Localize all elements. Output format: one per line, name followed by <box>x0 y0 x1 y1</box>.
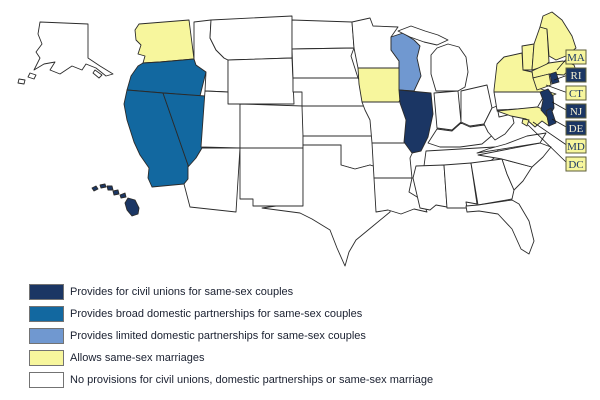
legend-item-marriage: Allows same-sex marriages <box>29 350 600 366</box>
us-map: MA RI CT NJ DE MD DC <box>17 11 587 267</box>
state-wa[interactable] <box>134 19 195 64</box>
legend-label: Provides limited domestic partnerships f… <box>70 330 366 342</box>
state-az[interactable] <box>183 147 241 213</box>
state-co[interactable] <box>239 103 304 149</box>
legend-label: No provisions for civil unions, domestic… <box>70 374 434 386</box>
state-hi[interactable] <box>124 197 140 217</box>
state-box-label-nj: NJ <box>570 106 583 118</box>
state-sd[interactable] <box>291 47 359 79</box>
state-box-nj[interactable] <box>565 103 587 119</box>
state-wv[interactable] <box>483 105 515 141</box>
leader-line-dc <box>527 124 569 165</box>
leader-line-de <box>551 118 569 129</box>
state-box-label-de: DE <box>569 123 584 135</box>
state-box-label-ri: RI <box>571 70 582 82</box>
state-ak[interactable] <box>27 72 37 80</box>
state-box-de[interactable] <box>565 120 587 136</box>
state-wy[interactable] <box>227 57 295 105</box>
state-nh[interactable] <box>531 26 550 71</box>
legend: Provides for civil unions for same-sex c… <box>0 284 600 394</box>
state-box-label-ma: MA <box>567 52 585 64</box>
state-wi[interactable] <box>390 32 422 92</box>
state-box-label-dc: DC <box>568 159 583 171</box>
state-dc[interactable] <box>521 118 530 127</box>
state-nm[interactable] <box>239 147 304 207</box>
leader-line-ct <box>545 84 569 94</box>
state-box-md[interactable] <box>565 138 587 154</box>
state-mi[interactable] <box>430 43 469 92</box>
state-ak[interactable] <box>17 78 26 85</box>
legend-swatch-none <box>29 372 64 388</box>
legend-item-civil_unions: Provides for civil unions for same-sex c… <box>29 284 600 300</box>
state-fl[interactable] <box>465 199 535 255</box>
state-ri[interactable] <box>549 71 560 85</box>
state-ak[interactable] <box>33 21 114 77</box>
legend-label: Allows same-sex marriages <box>70 352 205 364</box>
state-la[interactable] <box>373 177 428 215</box>
state-box-dc[interactable] <box>565 156 587 172</box>
leader-line-nj <box>551 101 569 112</box>
legend-swatch-marriage <box>29 350 64 366</box>
legend-swatch-civil_unions <box>29 284 64 300</box>
state-mt[interactable] <box>209 15 293 61</box>
state-de[interactable] <box>545 107 557 127</box>
state-box-label-md: MD <box>567 141 585 153</box>
legend-item-none: No provisions for civil unions, domestic… <box>29 372 600 388</box>
legend-item-broad_dp: Provides broad domestic partnerships for… <box>29 306 600 322</box>
state-or[interactable] <box>126 58 207 97</box>
state-box-ri[interactable] <box>565 67 587 83</box>
state-box-label-ct: CT <box>569 88 583 100</box>
state-me[interactable] <box>539 11 577 61</box>
state-hi[interactable] <box>112 189 120 196</box>
state-tx[interactable] <box>261 144 401 267</box>
state-ak[interactable] <box>92 69 103 79</box>
state-box-ma[interactable] <box>565 49 587 65</box>
state-va[interactable] <box>476 132 547 154</box>
state-in[interactable] <box>433 90 462 131</box>
leader-line-md <box>532 121 569 147</box>
state-hi[interactable] <box>99 183 107 189</box>
state-il[interactable] <box>398 89 434 154</box>
legend-swatch-limited_dp <box>29 328 64 344</box>
state-mi[interactable] <box>397 25 449 46</box>
state-hi[interactable] <box>91 185 99 192</box>
legend-item-limited_dp: Provides limited domestic partnerships f… <box>29 328 600 344</box>
state-nd[interactable] <box>291 19 355 50</box>
state-hi[interactable] <box>106 185 114 191</box>
legend-label: Provides broad domestic partnerships for… <box>70 308 363 320</box>
state-box-ct[interactable] <box>565 85 587 101</box>
legend-swatch-broad_dp <box>29 306 64 322</box>
state-ct[interactable] <box>532 73 552 91</box>
state-hi[interactable] <box>119 192 127 199</box>
legend-label: Provides for civil unions for same-sex c… <box>70 286 294 298</box>
state-md[interactable] <box>496 106 550 128</box>
